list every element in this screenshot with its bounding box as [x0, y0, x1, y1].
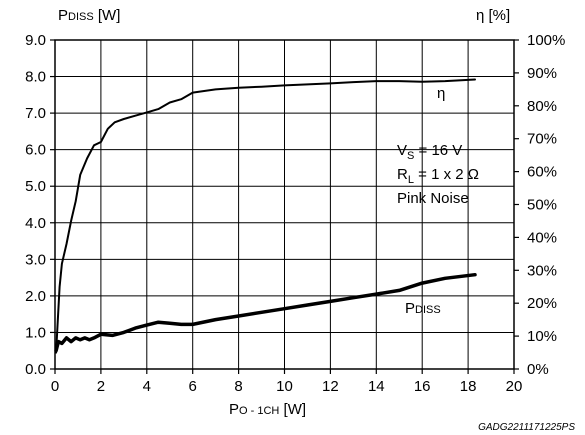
x-axis-ticks: 0 2 4 6 8 10 12 14 16 18 20: [51, 369, 523, 395]
y-right-tick-label: 10%: [527, 328, 557, 345]
y-left-tick-label: 2.0: [25, 288, 46, 305]
y-right-tick-label: 90%: [527, 65, 557, 82]
series-label-pdiss: PDISS: [405, 300, 441, 317]
x-tick-label: 10: [276, 378, 293, 395]
x-tick-label: 18: [460, 378, 477, 395]
x-tick-label: 16: [414, 378, 431, 395]
y-left-tick-label: 0.0: [25, 361, 46, 378]
condition-rl: RL = 1 x 2 Ω: [397, 166, 479, 186]
y-right-tick-label: 20%: [527, 295, 557, 312]
series-lines: [54, 78, 477, 354]
y-left-tick-label: 7.0: [25, 105, 46, 122]
y-left-tick-label: 6.0: [25, 142, 46, 159]
y-right-tick-label: 100%: [527, 32, 565, 49]
y-right-tick-label: 70%: [527, 131, 557, 148]
x-axis-label: PO - 1CH [W]: [229, 401, 306, 418]
y-left-tick-label: 5.0: [25, 178, 46, 195]
x-tick-label: 14: [368, 378, 385, 395]
series-line-eta: [55, 78, 476, 354]
y-right-axis-label: η [%]: [476, 7, 510, 24]
y-left-tick-label: 3.0: [25, 251, 46, 268]
y-left-tick-label: 8.0: [25, 69, 46, 86]
x-tick-label: 8: [234, 378, 242, 395]
y-right-axis-ticks: 0% 10% 20% 30% 40% 50% 60% 70% 80% 90% 100%: [514, 32, 565, 378]
y-right-tick-label: 80%: [527, 98, 557, 115]
y-right-tick-label: 50%: [527, 197, 557, 214]
y-right-tick-label: 40%: [527, 229, 557, 246]
y-left-axis-label: PDISS [W]: [58, 7, 120, 24]
source-code: GADG2211171225PS: [478, 422, 575, 433]
y-left-tick-label: 1.0: [25, 324, 46, 341]
y-left-tick-label: 4.0: [25, 215, 46, 232]
y-left-axis-ticks: 0.0 1.0 2.0 3.0 4.0 5.0 6.0 7.0 8.0 9.0: [25, 32, 55, 378]
x-tick-label: 2: [97, 378, 105, 395]
y-right-tick-label: 30%: [527, 262, 557, 279]
y-right-tick-label: 60%: [527, 164, 557, 181]
x-tick-label: 12: [322, 378, 339, 395]
grid-lines: [55, 40, 514, 369]
series-line-pdiss: [54, 272, 477, 353]
x-tick-label: 6: [189, 378, 197, 395]
x-tick-label: 4: [143, 378, 151, 395]
y-right-tick-label: 0%: [527, 361, 549, 378]
y-left-tick-label: 9.0: [25, 32, 46, 49]
series-label-eta: η: [437, 85, 445, 102]
x-tick-label: 0: [51, 378, 59, 395]
condition-vs: VS = 16 V: [397, 142, 462, 162]
condition-noise: Pink Noise: [397, 190, 469, 207]
x-tick-label: 20: [506, 378, 523, 395]
